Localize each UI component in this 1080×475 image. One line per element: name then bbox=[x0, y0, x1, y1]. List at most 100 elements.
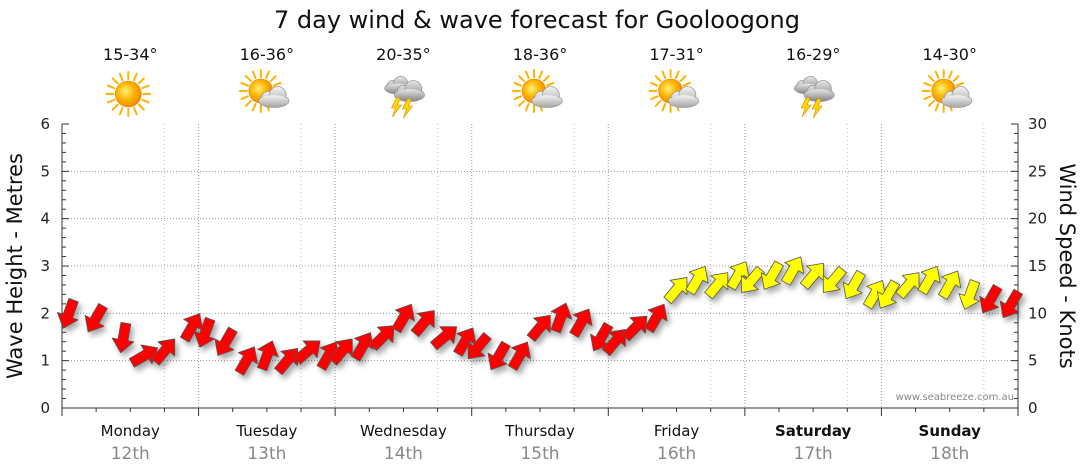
x-day-label: Tuesday bbox=[235, 422, 297, 440]
lightning-bolt bbox=[800, 97, 812, 118]
temperature-range-label: 15-34° bbox=[103, 45, 158, 64]
cloud-shape bbox=[258, 86, 290, 108]
wind-arrow bbox=[862, 280, 887, 310]
wind-arrow bbox=[391, 303, 415, 334]
wind-arrow bbox=[193, 317, 216, 348]
wind-arrow bbox=[84, 303, 108, 333]
wind-arrow bbox=[151, 338, 176, 366]
y-axis-title-left: Wave Height - Metres bbox=[3, 153, 27, 379]
wind-arrow bbox=[895, 272, 920, 300]
wind-arrow bbox=[487, 340, 511, 371]
wind-arrow bbox=[876, 279, 901, 309]
wind-arrow bbox=[57, 298, 79, 329]
wind-arrow bbox=[111, 321, 135, 354]
wind-arrow bbox=[293, 340, 321, 365]
cloud-shape bbox=[393, 80, 425, 102]
wind-arrow bbox=[663, 277, 688, 305]
wind-arrow bbox=[507, 341, 531, 371]
chart-grid bbox=[62, 124, 1018, 408]
chart-title: 7 day wind & wave forecast for Gooloogon… bbox=[274, 6, 800, 34]
thunderstorm-icon bbox=[384, 76, 425, 119]
wind-arrow bbox=[234, 346, 258, 376]
wind-arrow bbox=[979, 284, 1003, 314]
wind-arrow bbox=[799, 262, 824, 290]
y-tick-label-right: 10 bbox=[1028, 304, 1047, 322]
wind-arrow bbox=[822, 265, 847, 293]
wind-arrow bbox=[467, 332, 492, 360]
x-day-label: Saturday bbox=[775, 422, 852, 440]
x-date-label: 16th bbox=[657, 444, 696, 464]
wind-arrow bbox=[550, 302, 573, 334]
wind-arrow bbox=[780, 256, 805, 286]
lightning-bolt bbox=[811, 98, 823, 119]
x-date-label: 13th bbox=[247, 444, 286, 464]
cloud-shape bbox=[668, 86, 700, 108]
wind-arrow bbox=[214, 326, 238, 356]
x-day-label: Thursday bbox=[504, 422, 575, 440]
wind-arrow bbox=[590, 321, 614, 352]
temperature-range-label: 20-35° bbox=[376, 45, 431, 64]
wind-arrow bbox=[842, 269, 866, 300]
x-date-label: 17th bbox=[794, 444, 833, 464]
temperature-range-label: 17-31° bbox=[649, 45, 704, 64]
y-tick-label-right: 0 bbox=[1028, 399, 1038, 417]
y-tick-label-left: 4 bbox=[40, 210, 50, 228]
wind-arrow bbox=[328, 338, 353, 366]
partly-cloudy-icon bbox=[921, 69, 973, 113]
wind-arrow bbox=[569, 308, 593, 338]
temperature-range-label: 16-29° bbox=[786, 45, 841, 64]
sun-rays bbox=[105, 71, 152, 117]
x-date-label: 15th bbox=[520, 444, 559, 464]
cloud-shape bbox=[803, 80, 835, 102]
y-tick-label-left: 6 bbox=[40, 115, 50, 133]
wind-arrow bbox=[760, 260, 784, 290]
wind-arrow bbox=[644, 303, 668, 334]
x-day-label: Sunday bbox=[919, 422, 982, 440]
y-tick-label-right: 25 bbox=[1028, 162, 1047, 180]
y-tick-label-right: 30 bbox=[1028, 115, 1047, 133]
chart-axes: 0 1 2 3 4 5 6 0 5 10 15 20 25 30 bbox=[40, 115, 1047, 417]
y-tick-label-right: 5 bbox=[1028, 352, 1038, 370]
y-tick-label-left: 2 bbox=[40, 304, 50, 322]
y-tick-label-right: 20 bbox=[1028, 210, 1047, 228]
x-date-label: 14th bbox=[384, 444, 423, 464]
wind-arrow bbox=[257, 340, 279, 372]
wind-arrow bbox=[937, 270, 962, 300]
y-axis-title-right: Wind Speed - Knots bbox=[1055, 163, 1079, 368]
weather-forecast-row: 15-34° 16-36° 20-35° 18-36° 17-31° 16-29° 14-3… bbox=[103, 45, 977, 119]
wind-arrow bbox=[453, 327, 477, 357]
temperature-range-label: 16-36° bbox=[240, 45, 295, 64]
wind-arrow bbox=[958, 279, 981, 310]
x-date-label: 18th bbox=[930, 444, 969, 464]
lightning-bolt bbox=[401, 98, 414, 119]
sunny-icon bbox=[105, 71, 152, 117]
x-day-label: Monday bbox=[101, 422, 160, 440]
wind-arrow bbox=[369, 325, 395, 351]
y-tick-label-left: 3 bbox=[40, 257, 50, 275]
x-date-label: 12th bbox=[111, 444, 150, 464]
wind-arrow bbox=[601, 329, 626, 357]
partly-cloudy-icon bbox=[238, 69, 290, 113]
x-day-label: Wednesday bbox=[360, 422, 447, 440]
lightning-bolt bbox=[390, 97, 403, 118]
temperature-range-label: 14-30° bbox=[922, 45, 977, 64]
wind-arrow bbox=[430, 326, 458, 351]
cloud-shape bbox=[941, 86, 973, 108]
wind-arrow bbox=[704, 272, 729, 300]
wind-arrow bbox=[917, 265, 941, 296]
wind-arrow bbox=[999, 288, 1023, 319]
y-tick-label-left: 1 bbox=[40, 352, 50, 370]
y-tick-label-right: 15 bbox=[1028, 257, 1047, 275]
y-tick-label-left: 0 bbox=[40, 399, 50, 417]
wind-arrow bbox=[740, 265, 765, 293]
wind-arrow bbox=[526, 314, 551, 342]
wind-arrow bbox=[726, 261, 750, 291]
partly-cloudy-icon bbox=[512, 69, 563, 113]
wind-arrow bbox=[410, 310, 435, 338]
temperature-range-label: 18-36° bbox=[513, 45, 568, 64]
x-axis-day-labels: Monday 12th Tuesday 13th Wednesday 14th Thursd… bbox=[101, 422, 981, 464]
y-tick-label-left: 5 bbox=[40, 162, 50, 180]
partly-cloudy-icon bbox=[648, 69, 700, 113]
cloud-shape bbox=[531, 86, 563, 108]
